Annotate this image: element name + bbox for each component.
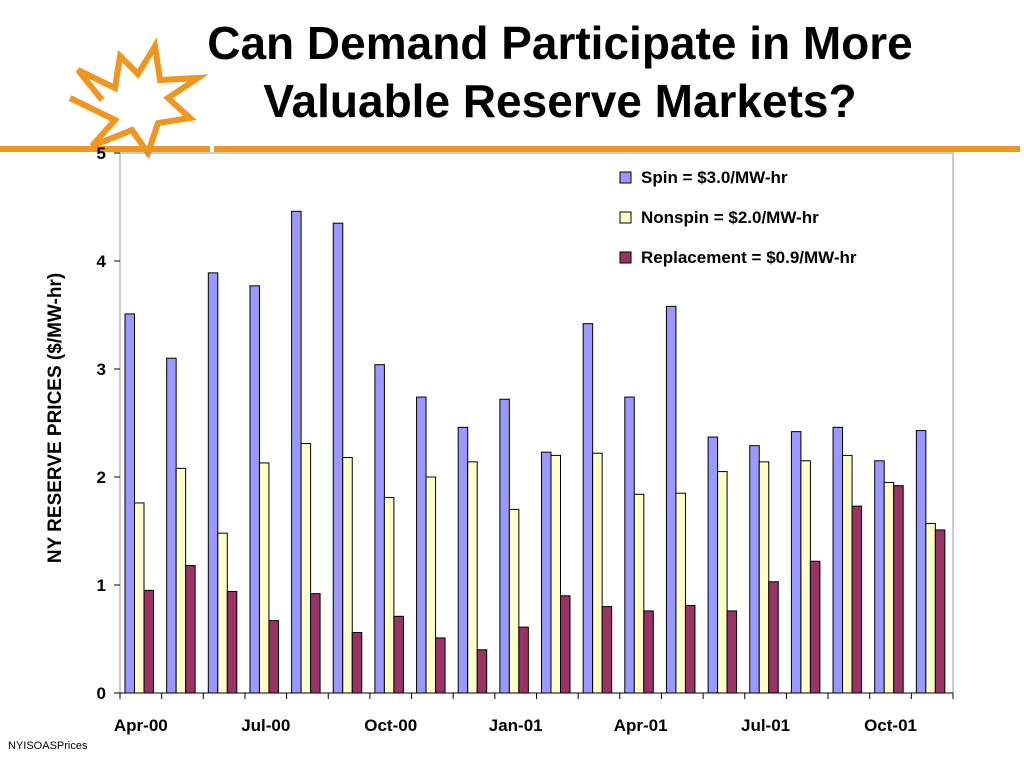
bar-series1-Apr-00 [124,313,135,694]
title-rule-left [0,146,210,152]
bar-series3-Aug-01 [809,560,821,694]
bar-series2-Aug-00 [300,443,312,694]
y-tick-label: 2 [97,468,106,487]
bar-series1-Sep-01 [832,426,844,694]
bar-series3-Sep-00 [351,632,363,694]
bar-series3-Feb-01 [560,595,571,694]
bar-series3-Apr-00 [143,589,154,694]
bar-series1-Nov-00 [416,396,427,694]
footer-note: NYISOASPrices [8,740,88,752]
y-tick-label: 0 [97,684,106,703]
bar-series1-Aug-01 [790,431,802,694]
plot-area [119,152,954,694]
bar-series3-Apr-01 [643,610,654,694]
bar-series1-Jan-01 [499,398,510,694]
slide-title-line2: Valuable Reserve Markets? [263,75,857,127]
bar-series2-Sep-00 [342,457,353,694]
bar-series2-Dec-00 [467,461,478,694]
legend-label-3: Replacement = $0.9/MW-hr [641,248,857,267]
x-tick-label: Apr-00 [114,716,168,735]
x-tick-label: Jan-01 [489,716,543,735]
legend-swatch-2 [619,211,632,224]
bar-series2-Mar-01 [592,452,603,694]
bar-series1-Jun-01 [707,436,719,694]
bar-series3-Jun-01 [726,610,738,694]
slide-title: Can Demand Participate in More Valuable … [120,14,1000,130]
bar-series3-Jun-00 [226,590,238,694]
bar-series1-May-01 [665,305,677,694]
legend-swatch-1 [619,171,632,184]
bar-series3-Nov-01 [934,529,946,694]
bar-series2-Jun-00 [217,532,228,694]
bar-series3-Jul-01 [768,581,779,694]
bar-series2-May-00 [175,467,187,694]
bar-series2-Nov-01 [925,522,936,694]
bar-series1-Oct-00 [374,364,385,694]
bar-series2-Jul-00 [258,462,270,694]
x-tick-label: Apr-01 [614,716,668,735]
bar-series1-Sep-00 [332,222,344,694]
legend-swatch-3 [619,251,632,264]
bar-series1-Oct-01 [874,460,885,694]
legend-label-2: Nonspin = $2.0/MW-hr [641,208,819,227]
slide-title-line1: Can Demand Participate in More [207,17,913,69]
starburst-icon [68,38,209,158]
bar-series2-Jan-01 [508,508,520,694]
bar-series3-May-01 [684,605,696,694]
bar-series1-Feb-01 [541,451,552,694]
bar-series2-Jun-01 [717,471,728,694]
bar-series2-Aug-01 [800,460,811,694]
bar-series2-May-01 [675,492,686,694]
bar-series3-Oct-00 [393,615,404,694]
y-tick-label: 3 [97,360,106,379]
bar-series3-Mar-01 [601,606,613,694]
bar-series1-Aug-00 [291,210,302,694]
bar-series3-Nov-00 [435,637,446,694]
x-tick-label: Jul-00 [241,716,290,735]
bar-series1-Apr-01 [624,396,635,694]
bar-series2-Apr-00 [134,502,145,694]
bar-series3-Aug-00 [310,593,321,694]
bar-series1-Jul-01 [749,445,760,694]
bar-series2-Apr-01 [633,493,645,694]
bar-series2-Oct-00 [383,497,395,694]
bar-series1-Jun-00 [207,272,219,694]
bar-series2-Nov-00 [425,476,437,694]
x-tick-label: Jul-01 [741,716,790,735]
bar-series3-Jul-00 [268,620,279,694]
y-tick-label: 4 [97,252,107,271]
bar-series2-Oct-01 [883,481,895,694]
title-rule-right [214,146,1020,152]
bar-series1-May-00 [166,357,177,694]
y-tick-label: 5 [97,144,106,163]
bar-series3-Oct-01 [893,485,904,694]
bar-series1-Dec-00 [457,426,469,694]
bar-series1-Nov-01 [915,430,927,694]
bar-series1-Jul-00 [249,285,260,694]
legend-label-1: Spin = $3.0/MW-hr [641,168,788,187]
bar-series2-Feb-01 [550,454,561,694]
bar-series3-Jan-01 [518,626,529,694]
bar-series2-Sep-01 [842,454,853,694]
bar-series3-May-00 [185,565,196,694]
x-tick-label: Oct-01 [864,716,917,735]
x-tick-label: Oct-00 [364,716,417,735]
bar-series2-Jul-01 [758,461,770,694]
bar-series3-Dec-00 [476,649,488,694]
bar-series3-Sep-01 [851,505,863,694]
bar-series1-Mar-01 [582,323,594,694]
y-tick-label: 1 [97,576,106,595]
